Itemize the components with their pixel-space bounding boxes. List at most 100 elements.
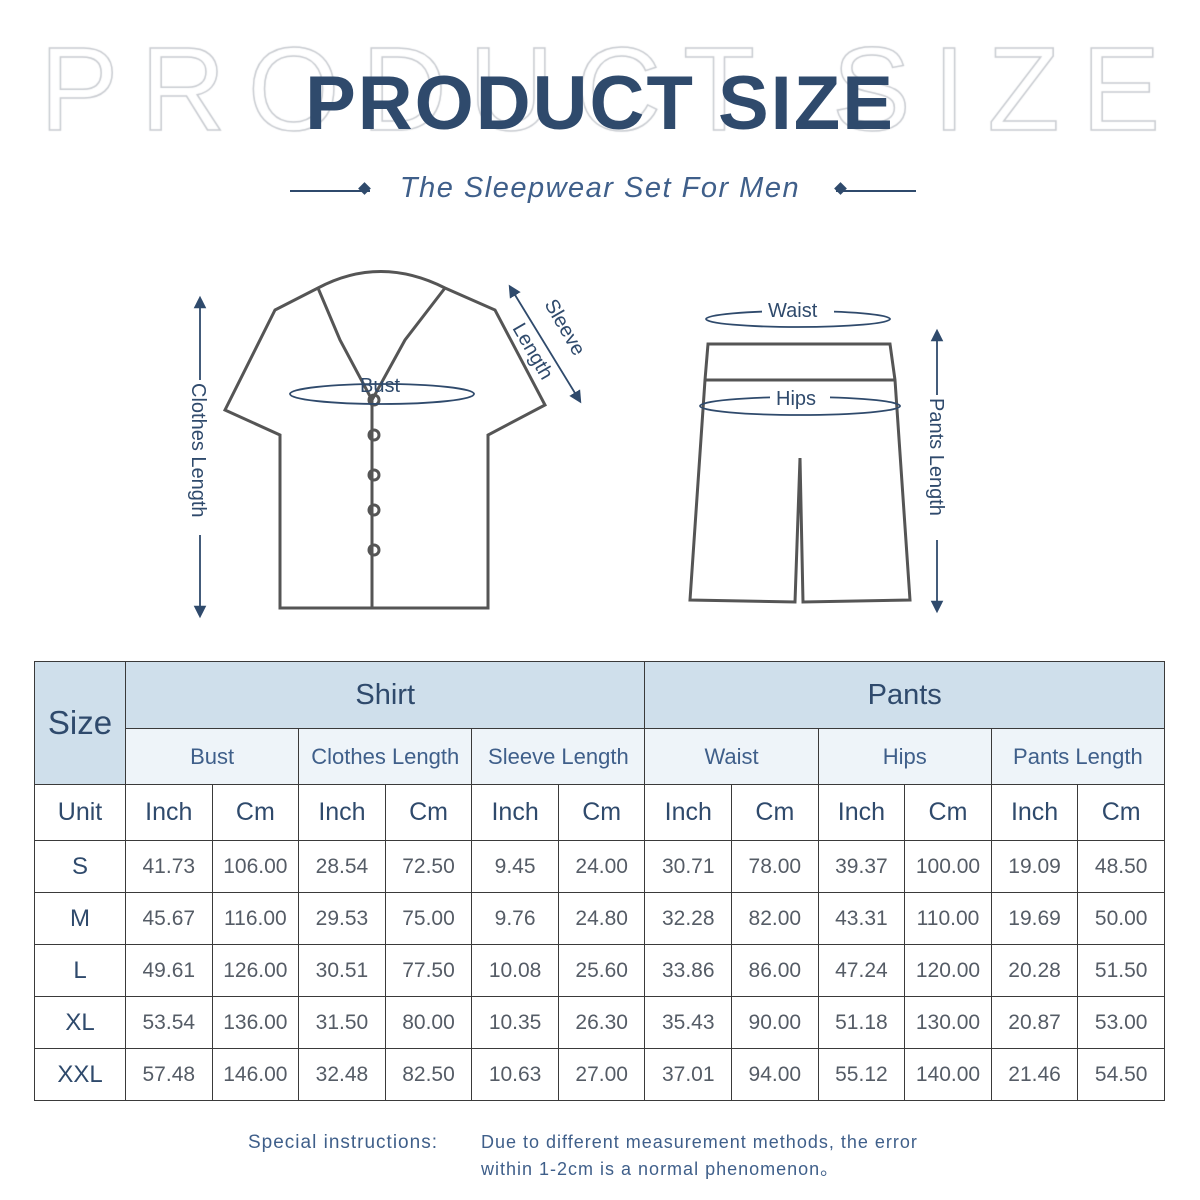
value-cell: 32.48 (298, 1048, 386, 1101)
sleeve-label: Sleeve (540, 296, 590, 360)
unit-cell: Inch (644, 784, 733, 841)
size-cell: M (34, 892, 126, 945)
waist-label: Waist (768, 300, 818, 322)
value-cell: 31.50 (298, 996, 386, 1049)
value-cell: 19.09 (990, 840, 1079, 893)
clothes-length-label: Clothes Length (187, 383, 209, 518)
value-cell: 26.30 (557, 996, 646, 1049)
value-cell: 54.50 (1077, 1048, 1165, 1101)
value-cell: 126.00 (211, 944, 300, 997)
value-cell: 39.37 (817, 840, 906, 893)
value-cell: 75.00 (384, 892, 473, 945)
unit-cell: Inch (817, 784, 906, 841)
unit-cell: Cm (904, 784, 992, 841)
value-cell: 9.45 (471, 840, 559, 893)
size-header: Size (34, 661, 126, 785)
size-cell: L (34, 944, 126, 997)
measure-header: Bust (124, 728, 300, 785)
value-cell: 35.43 (644, 996, 733, 1049)
value-cell: 10.63 (471, 1048, 559, 1101)
measure-header: Clothes Length (298, 728, 473, 785)
pants-length-label: Pants Length (925, 398, 947, 516)
value-cell: 27.00 (557, 1048, 646, 1101)
value-cell: 37.01 (644, 1048, 733, 1101)
value-cell: 33.86 (644, 944, 733, 997)
instructions-line-2: within 1-2cm is a normal phenomenon。 (481, 1159, 840, 1179)
unit-cell: Cm (384, 784, 473, 841)
unit-cell: Cm (211, 784, 300, 841)
unit-cell: Inch (125, 784, 213, 841)
value-cell: 32.28 (644, 892, 733, 945)
value-cell: 43.31 (817, 892, 906, 945)
value-cell: 120.00 (904, 944, 992, 997)
value-cell: 51.50 (1077, 944, 1165, 997)
unit-header: Unit (34, 784, 126, 841)
value-cell: 24.00 (557, 840, 646, 893)
value-cell: 130.00 (904, 996, 992, 1049)
value-cell: 19.69 (990, 892, 1079, 945)
value-cell: 106.00 (211, 840, 300, 893)
unit-cell: Inch (990, 784, 1079, 841)
shirt-drawing (222, 270, 548, 610)
instructions-line-1: Due to different measurement methods, th… (481, 1132, 918, 1152)
value-cell: 94.00 (731, 1048, 819, 1101)
value-cell: 55.12 (817, 1048, 906, 1101)
value-cell: 10.35 (471, 996, 559, 1049)
value-cell: 136.00 (211, 996, 300, 1049)
page-title: PRODUCT SIZE (305, 61, 895, 146)
value-cell: 29.53 (298, 892, 386, 945)
value-cell: 80.00 (384, 996, 473, 1049)
value-cell: 140.00 (904, 1048, 992, 1101)
value-cell: 77.50 (384, 944, 473, 997)
divider-right (836, 190, 916, 192)
value-cell: 53.00 (1077, 996, 1165, 1049)
size-cell: S (34, 840, 126, 893)
value-cell: 86.00 (731, 944, 819, 997)
unit-cell: Cm (731, 784, 819, 841)
value-cell: 30.51 (298, 944, 386, 997)
size-cell: XXL (34, 1048, 126, 1101)
garment-illustration: Clothes Length Bust Sleeve Length Waist … (187, 270, 949, 619)
shirt-header: Shirt (124, 661, 646, 729)
measure-header: Hips (817, 728, 992, 785)
divider-left (290, 190, 370, 192)
value-cell: 110.00 (904, 892, 992, 945)
bust-label: Bust (360, 375, 400, 397)
value-cell: 48.50 (1077, 840, 1165, 893)
value-cell: 9.76 (471, 892, 559, 945)
ghost-title-watermark (0, 20, 1200, 150)
measure-header: Sleeve Length (471, 728, 646, 785)
value-cell: 41.73 (125, 840, 213, 893)
value-cell: 57.48 (125, 1048, 213, 1101)
value-cell: 45.67 (125, 892, 213, 945)
value-cell: 90.00 (731, 996, 819, 1049)
hips-label: Hips (776, 388, 816, 410)
table-row: S 41.73 106.00 28.54 72.50 9.45 24.00 30.71 78.0… (34, 840, 1165, 893)
value-cell: 28.54 (298, 840, 386, 893)
value-cell: 116.00 (211, 892, 300, 945)
value-cell: 51.18 (817, 996, 906, 1049)
value-cell: 25.60 (557, 944, 646, 997)
value-cell: 49.61 (125, 944, 213, 997)
pants-drawing (688, 342, 912, 604)
unit-cell: Cm (1077, 784, 1165, 841)
value-cell: 10.08 (471, 944, 559, 997)
value-cell: 78.00 (731, 840, 819, 893)
unit-cell: Cm (557, 784, 646, 841)
subtitle: The Sleepwear Set For Men (399, 172, 801, 204)
measure-header: Waist (644, 728, 819, 785)
table-row: M 45.67 116.00 29.53 75.00 9.76 24.80 32.28 82.0… (34, 892, 1165, 945)
size-cell: XL (34, 996, 126, 1049)
value-cell: 20.87 (990, 996, 1079, 1049)
value-cell: 82.00 (731, 892, 819, 945)
value-cell: 21.46 (990, 1048, 1079, 1101)
pants-header: Pants (644, 661, 1165, 729)
value-cell: 30.71 (644, 840, 733, 893)
table-row: XL 53.54 136.00 31.50 80.00 10.35 26.30 35.43 90… (34, 996, 1165, 1049)
value-cell: 100.00 (904, 840, 992, 893)
value-cell: 146.00 (211, 1048, 300, 1101)
unit-cell: Inch (471, 784, 559, 841)
instructions-label: Special instructions: (248, 1132, 438, 1153)
value-cell: 82.50 (384, 1048, 473, 1101)
value-cell: 50.00 (1077, 892, 1165, 945)
